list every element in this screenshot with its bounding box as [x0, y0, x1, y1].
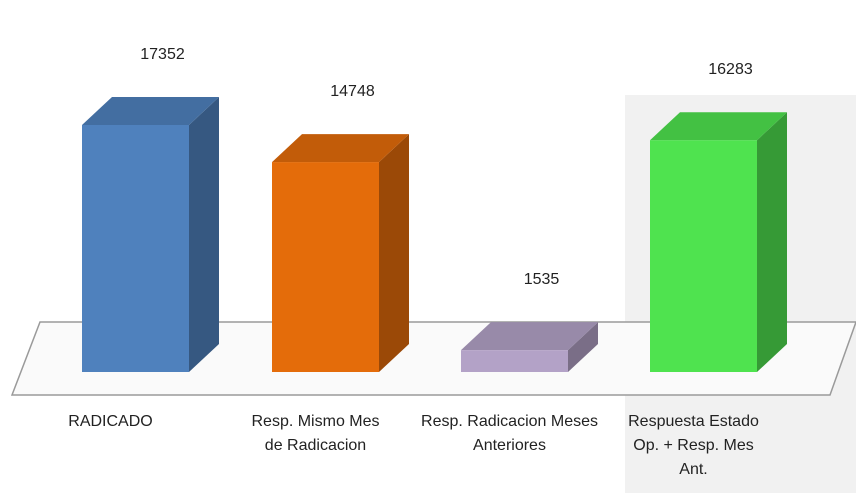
value-label: 16283 — [708, 61, 753, 78]
bar — [461, 350, 568, 372]
x-tick-label: Resp. Radicacion Meses Anteriores — [421, 413, 598, 454]
bar — [650, 140, 757, 372]
bar-side — [568, 322, 598, 372]
x-tick-label: RADICADO — [68, 413, 153, 430]
bar-side — [379, 134, 409, 372]
bar-side — [757, 112, 787, 373]
bar-top — [82, 97, 219, 125]
bar-top — [650, 112, 787, 141]
bar — [82, 125, 189, 372]
bar-side — [189, 97, 219, 372]
bar-top — [272, 134, 409, 163]
value-label: 14748 — [330, 83, 375, 100]
x-tick-label: Respuesta Estado Op. + Resp. Mes Ant. — [628, 413, 759, 478]
bar-top — [461, 322, 598, 351]
bar — [272, 162, 379, 372]
value-label: 17352 — [140, 46, 185, 63]
x-tick-label: Resp. Mismo Mes de Radicacion — [251, 413, 380, 454]
value-label: 1535 — [524, 271, 560, 288]
floor — [10, 321, 856, 396]
